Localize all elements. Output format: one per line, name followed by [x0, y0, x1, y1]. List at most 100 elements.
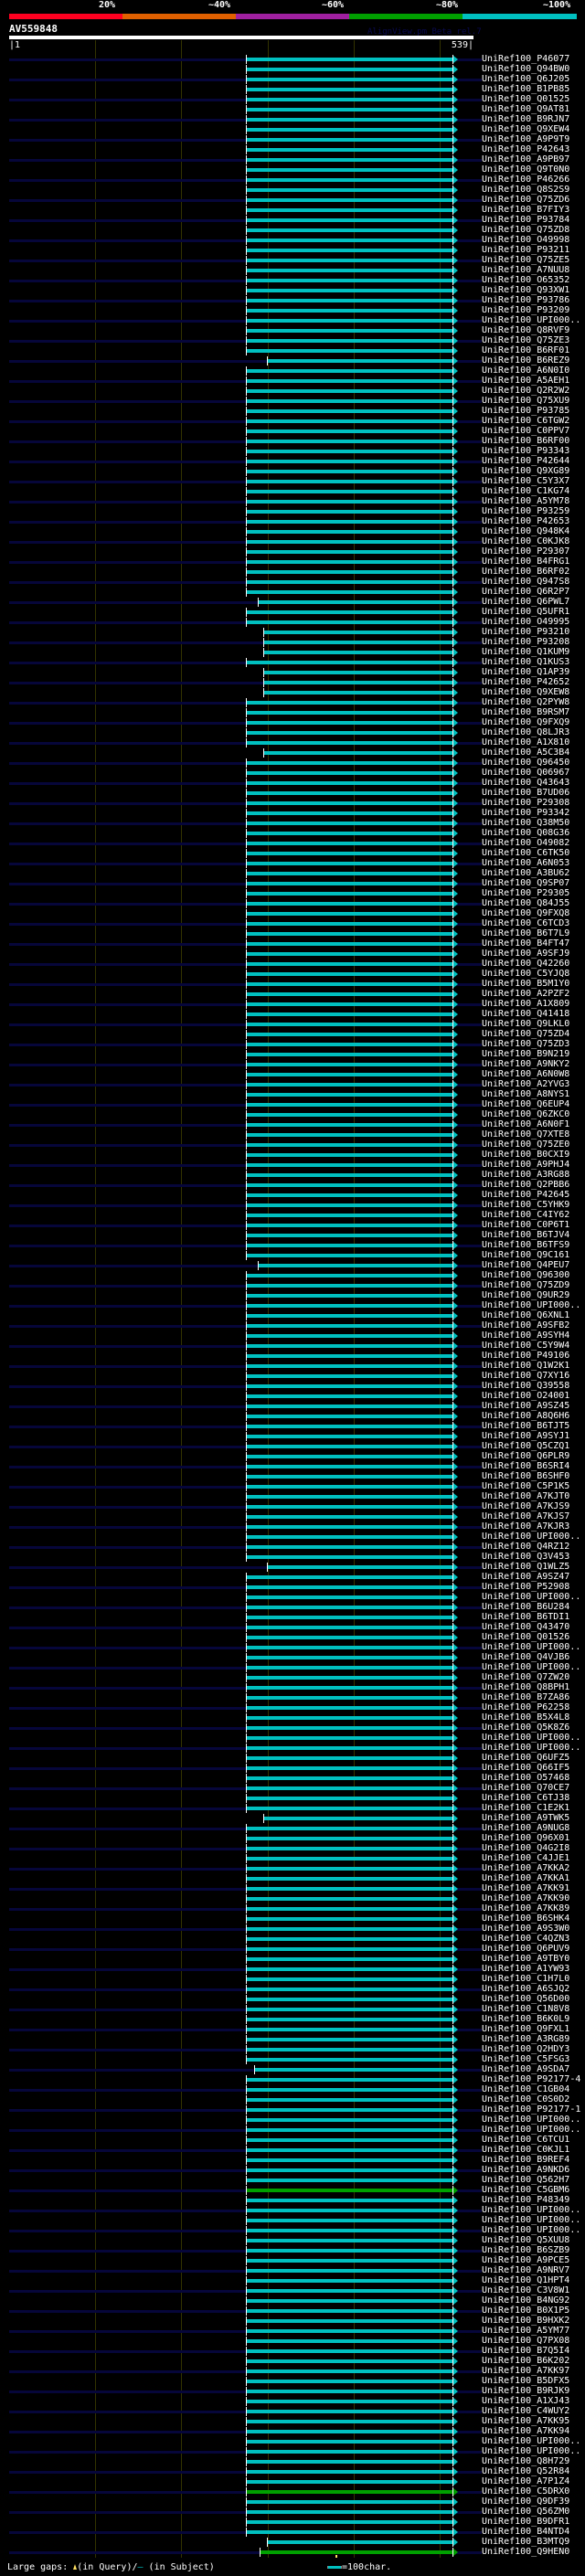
- hit-row[interactable]: UniRef100_Q75XU9: [0, 396, 585, 407]
- hit-label[interactable]: UniRef100_A3BU62: [482, 868, 570, 878]
- hit-row[interactable]: UniRef100_C5FSG3: [0, 2054, 585, 2065]
- hit-bar[interactable]: [246, 2189, 452, 2192]
- hit-bar[interactable]: [246, 761, 452, 765]
- hit-row[interactable]: UniRef100_B3MTQ9: [0, 2537, 585, 2548]
- hit-row[interactable]: UniRef100_B6RF02: [0, 567, 585, 578]
- hit-row[interactable]: UniRef100_B6TJT5: [0, 1421, 585, 1432]
- hit-bar[interactable]: [246, 610, 452, 614]
- hit-row[interactable]: UniRef100_P93209: [0, 305, 585, 316]
- hit-label[interactable]: UniRef100_A9SZ45: [482, 1401, 570, 1411]
- hit-row[interactable]: UniRef100_Q41418: [0, 1009, 585, 1020]
- hit-label[interactable]: UniRef100_Q9FXL1: [482, 2024, 570, 2034]
- hit-label[interactable]: UniRef100_Q6EUP4: [482, 1099, 570, 1109]
- hit-label[interactable]: UniRef100_UPI000..: [482, 2215, 581, 2225]
- hit-label[interactable]: UniRef100_Q75ZE5: [482, 255, 570, 265]
- hit-label[interactable]: UniRef100_Q56ZM0: [482, 2507, 570, 2517]
- hit-label[interactable]: UniRef100_B7ZA86: [482, 1692, 570, 1702]
- hit-bar[interactable]: [246, 1696, 452, 1700]
- hit-bar[interactable]: [246, 1073, 452, 1076]
- hit-bar[interactable]: [246, 1455, 452, 1458]
- hit-bar[interactable]: [246, 460, 452, 463]
- hit-row[interactable]: UniRef100_Q75ZD4: [0, 1029, 585, 1040]
- hit-label[interactable]: UniRef100_Q93XW1: [482, 285, 570, 295]
- hit-bar[interactable]: [246, 379, 452, 383]
- hit-bar[interactable]: [246, 1515, 452, 1519]
- hit-bar[interactable]: [246, 78, 452, 81]
- hit-row[interactable]: UniRef100_Q6PUV9: [0, 1944, 585, 1955]
- hit-label[interactable]: UniRef100_A8NYS1: [482, 1089, 570, 1099]
- hit-row[interactable]: UniRef100_Q6XNL1: [0, 1310, 585, 1321]
- hit-row[interactable]: UniRef100_Q5CZQ1: [0, 1441, 585, 1452]
- hit-label[interactable]: UniRef100_Q6PUV9: [482, 1944, 570, 1954]
- hit-label[interactable]: UniRef100_O49995: [482, 617, 570, 627]
- hit-row[interactable]: UniRef100_C5P1K5: [0, 1481, 585, 1492]
- hit-label[interactable]: UniRef100_O65352: [482, 275, 570, 285]
- hit-label[interactable]: UniRef100_Q75ZD4: [482, 1029, 570, 1039]
- hit-label[interactable]: UniRef100_A9SYJ1: [482, 1431, 570, 1441]
- hit-label[interactable]: UniRef100_Q948K4: [482, 526, 570, 536]
- hit-label[interactable]: UniRef100_C1KG74: [482, 486, 570, 496]
- hit-bar[interactable]: [246, 1746, 452, 1750]
- hit-bar[interactable]: [246, 1123, 452, 1127]
- hit-row[interactable]: UniRef100_C4JJE1: [0, 1853, 585, 1864]
- hit-bar[interactable]: [246, 1002, 452, 1006]
- hit-bar[interactable]: [246, 309, 452, 313]
- hit-bar[interactable]: [246, 1766, 452, 1770]
- hit-bar[interactable]: [246, 2078, 452, 2082]
- hit-row[interactable]: UniRef100_P29308: [0, 798, 585, 809]
- hit-label[interactable]: UniRef100_Q9FXQ9: [482, 717, 570, 727]
- hit-bar[interactable]: [246, 68, 452, 71]
- hit-label[interactable]: UniRef100_Q2R2W2: [482, 386, 570, 396]
- hit-row[interactable]: UniRef100_O57468: [0, 1773, 585, 1784]
- hit-row[interactable]: UniRef100_Q1AP39: [0, 667, 585, 678]
- hit-row[interactable]: UniRef100_Q6ZKC0: [0, 1109, 585, 1120]
- hit-row[interactable]: UniRef100_UPI000..: [0, 1642, 585, 1653]
- hit-label[interactable]: UniRef100_P42653: [482, 516, 570, 526]
- hit-bar[interactable]: [246, 1153, 452, 1157]
- hit-bar[interactable]: [246, 1063, 452, 1066]
- hit-bar[interactable]: [246, 1244, 452, 1247]
- hit-label[interactable]: UniRef100_P49106: [482, 1351, 570, 1361]
- hit-label[interactable]: UniRef100_Q5K8Z6: [482, 1723, 570, 1733]
- hit-bar[interactable]: [246, 2229, 452, 2232]
- hit-bar[interactable]: [246, 972, 452, 976]
- hit-bar[interactable]: [246, 450, 452, 453]
- hit-bar[interactable]: [246, 1676, 452, 1680]
- hit-label[interactable]: UniRef100_A5AEH1: [482, 376, 570, 386]
- hit-row[interactable]: UniRef100_UPI000..: [0, 1532, 585, 1542]
- hit-label[interactable]: UniRef100_A9SDA7: [482, 2064, 570, 2074]
- hit-row[interactable]: UniRef100_UPI000..: [0, 1300, 585, 1311]
- hit-bar[interactable]: [246, 2460, 452, 2464]
- hit-row[interactable]: UniRef100_Q9XG89: [0, 466, 585, 477]
- hit-bar[interactable]: [246, 2339, 452, 2343]
- hit-label[interactable]: UniRef100_A6SJQ2: [482, 1984, 570, 1994]
- hit-row[interactable]: UniRef100_Q75ZE0: [0, 1140, 585, 1150]
- hit-bar[interactable]: [246, 1807, 452, 1810]
- hit-label[interactable]: UniRef100_UPI000..: [482, 1662, 581, 1672]
- hit-label[interactable]: UniRef100_A3RG89: [482, 2034, 570, 2044]
- hit-bar[interactable]: [246, 1465, 452, 1468]
- hit-row[interactable]: UniRef100_A7KKA2: [0, 1863, 585, 1874]
- hit-label[interactable]: UniRef100_A6N053: [482, 858, 570, 868]
- hit-label[interactable]: UniRef100_B6TDI1: [482, 1612, 570, 1622]
- hit-bar[interactable]: [246, 1786, 452, 1790]
- hit-row[interactable]: UniRef100_P42643: [0, 144, 585, 155]
- hit-row[interactable]: UniRef100_B4NTD4: [0, 2527, 585, 2538]
- hit-bar[interactable]: [246, 369, 452, 373]
- hit-label[interactable]: UniRef100_C0P6T1: [482, 1220, 570, 1230]
- hit-row[interactable]: UniRef100_Q75ZD3: [0, 1039, 585, 1050]
- hit-row[interactable]: UniRef100_Q7XY16: [0, 1371, 585, 1382]
- hit-row[interactable]: UniRef100_B6TDI1: [0, 1612, 585, 1623]
- hit-row[interactable]: UniRef100_Q2PYW8: [0, 697, 585, 708]
- hit-label[interactable]: UniRef100_Q8BPH1: [482, 1682, 570, 1692]
- hit-row[interactable]: UniRef100_B6T7L9: [0, 928, 585, 939]
- hit-bar[interactable]: [246, 1847, 452, 1850]
- hit-bar[interactable]: [258, 1264, 452, 1267]
- hit-row[interactable]: UniRef100_Q9UR29: [0, 1290, 585, 1301]
- hit-row[interactable]: UniRef100_O49998: [0, 235, 585, 246]
- hit-bar[interactable]: [246, 1585, 452, 1589]
- hit-bar[interactable]: [246, 2158, 452, 2162]
- hit-bar[interactable]: [246, 1023, 452, 1026]
- hit-row[interactable]: UniRef100_A9SZ45: [0, 1401, 585, 1412]
- hit-row[interactable]: UniRef100_P93259: [0, 506, 585, 517]
